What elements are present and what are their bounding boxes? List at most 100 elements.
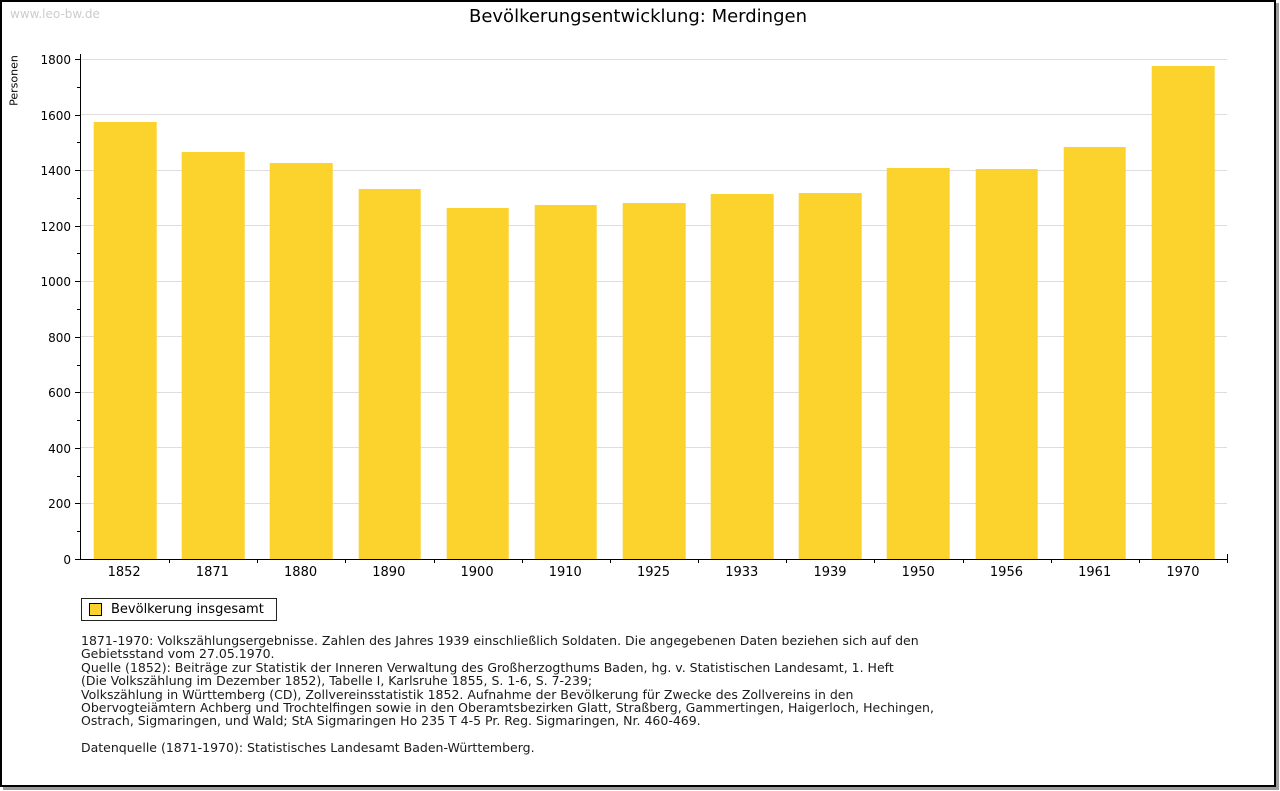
bar-1933 [710,194,774,559]
x-axis-tick [433,559,435,563]
x-tick-label: 1880 [284,565,318,580]
bar-slot [698,60,786,559]
y-axis-minor-tick [77,531,80,533]
bar-1950 [887,167,950,559]
y-tick-label: 1200 [40,219,71,234]
plot-area [80,54,1228,563]
x-axis-tick [1227,559,1228,563]
x-tick-label: 1939 [813,565,847,580]
legend-label: Bevölkerung insgesamt [111,602,264,617]
legend: Bevölkerung insgesamt [81,598,277,621]
note-line: (Die Volkszählung im Dezember 1852), Tab… [81,673,593,689]
bars-row [81,60,1227,559]
gridline [81,59,1227,60]
x-axis-endcap [1227,554,1228,559]
bar-1970 [1151,66,1215,559]
x-axis-tick [1050,559,1052,563]
y-axis-minor-tick [77,364,80,366]
y-tick-label: 600 [48,386,71,401]
bar-1956 [975,168,1038,559]
y-tick-label: 1400 [40,164,71,179]
x-tick-label: 1871 [195,565,229,580]
y-tick-label: 400 [48,441,71,456]
x-axis-labels: 1852 1871 1880 1890 1900 1910 1925 1933 1939 1950… [80,565,1227,580]
y-axis-minor-tick [77,420,80,422]
bar-1880 [270,163,333,559]
x-axis-tick [874,559,876,563]
x-axis-tick [1138,559,1140,563]
y-axis-minor-tick [77,475,80,477]
bar-slot [345,60,433,559]
bar-1852 [93,122,157,559]
note-line: Gebietsstand vom 27.05.1970. [81,646,275,662]
bar-slot [522,60,610,559]
note-line: Obervogteiämtern Achberg und Trochtelfin… [81,700,934,716]
bar-slot [434,60,522,559]
x-axis-tick [345,559,347,563]
bar-1910 [534,205,598,559]
x-tick-label: 1956 [989,565,1023,580]
watermark: www.leo-bw.de [10,7,100,21]
x-tick-label: 1961 [1078,565,1112,580]
bar-slot [169,60,257,559]
legend-swatch-icon [89,603,102,616]
bar-slot [874,60,962,559]
y-axis-major-tick [75,281,80,283]
bar-1900 [446,207,509,559]
y-axis-minor-tick [77,142,80,144]
x-axis-tick [521,559,523,563]
bar-slot [963,60,1051,559]
y-axis-major-tick [75,59,80,60]
y-axis-minor-tick [77,309,80,310]
x-tick-label: 1970 [1166,565,1200,580]
y-axis-extension [80,54,81,60]
gridline [81,169,1227,171]
y-axis-major-tick [75,170,80,172]
y-axis-major-tick [75,114,80,116]
x-axis-tick [609,559,611,563]
x-axis-tick [786,559,788,563]
x-axis-tick [962,559,964,563]
y-axis-minor-tick [77,197,80,199]
x-tick-label: 1950 [901,565,935,580]
x-tick-label: 1890 [372,565,406,580]
y-tick-label: 1800 [40,53,71,67]
bar-slot [786,60,874,559]
x-axis-tick [257,559,259,563]
bar-1925 [622,203,686,559]
y-axis-major-tick [75,447,80,449]
source-notes: 1871-1970: Volkszählungsergebnisse. Zahl… [81,633,1201,755]
y-axis: 0 200 400 600 800 1000 1200 1400 1600 1800 [2,53,80,567]
gridline [81,114,1227,116]
y-axis-major-tick [75,336,80,338]
y-tick-label: 1600 [40,108,71,123]
note-line: Quelle (1852): Beiträge zur Statistik de… [81,659,894,675]
note-line: 1871-1970: Volkszählungsergebnisse. Zahl… [81,633,919,648]
bar-slot [610,60,698,559]
y-tick-label: 1000 [40,275,71,290]
bar-1871 [181,152,245,559]
note-line: Ostrach, Sigmaringen, und Wald; StA Sigm… [81,713,701,729]
y-tick-label: 200 [48,497,71,512]
x-tick-label: 1910 [548,565,582,580]
y-tick-label: 0 [63,553,71,567]
y-axis-minor-tick [77,86,80,88]
y-axis-major-tick [75,225,80,227]
x-axis-tick [169,559,171,563]
y-axis-major-tick [75,503,80,505]
bar-1939 [799,193,862,559]
x-tick-label: 1852 [107,565,141,580]
bar-slot [1139,60,1227,559]
bar-1890 [358,189,421,559]
x-tick-label: 1933 [725,565,759,580]
chart-title: Bevölkerungsentwicklung: Merdingen [468,6,807,27]
y-axis-minor-tick [77,253,80,255]
note-line: Volkszählung in Württemberg (CD), Zollve… [81,686,854,702]
bar-slot [257,60,345,559]
y-axis-major-tick [75,559,80,560]
y-axis-major-tick [75,392,80,394]
x-tick-label: 1925 [636,565,671,580]
x-tick-label: 1900 [460,565,494,580]
bar-slot [81,60,169,559]
